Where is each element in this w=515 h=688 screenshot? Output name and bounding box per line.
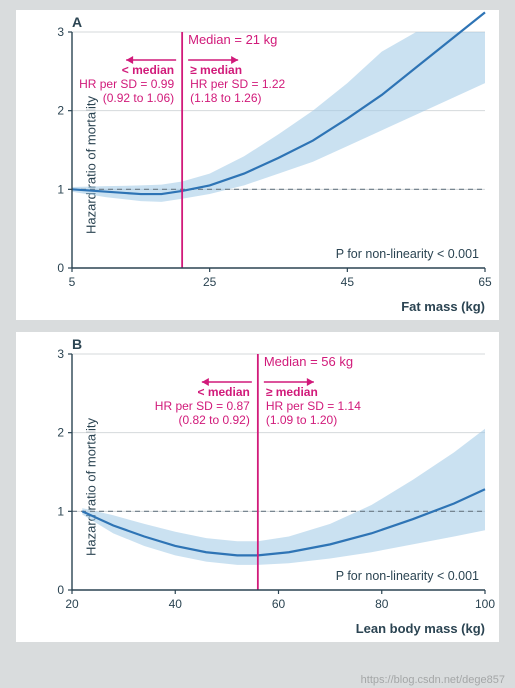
svg-text:P for non-linearity < 0.001: P for non-linearity < 0.001 [336,569,479,583]
svg-text:2: 2 [57,104,64,118]
svg-text:60: 60 [272,597,286,611]
svg-text:45: 45 [341,275,355,289]
svg-text:HR per SD = 1.14: HR per SD = 1.14 [266,399,361,413]
svg-text:3: 3 [57,347,64,361]
svg-text:< median: < median [197,385,249,399]
svg-text:25: 25 [203,275,217,289]
chart-svg-a: Median = 21 kg < medianHR per SD = 0.99(0… [72,32,485,268]
xlabel-b: Lean body mass (kg) [356,621,485,636]
svg-text:0: 0 [57,583,64,597]
svg-text:< median: < median [122,63,174,77]
figure-container: A Hazard ratio of mortality Median = 21 … [0,0,515,688]
chart-svg-b: Median = 56 kg < medianHR per SD = 0.87(0… [72,354,485,590]
svg-text:Median = 21 kg: Median = 21 kg [188,32,277,47]
plot-area-b: Median = 56 kg < medianHR per SD = 0.87(0… [72,354,485,590]
svg-text:Median = 56 kg: Median = 56 kg [264,354,353,369]
svg-text:HR per SD = 0.99: HR per SD = 0.99 [79,77,174,91]
svg-text:(0.92 to 1.06): (0.92 to 1.06) [103,91,174,105]
svg-text:5: 5 [69,275,76,289]
svg-text:≥ median: ≥ median [190,63,242,77]
xlabel-a: Fat mass (kg) [401,299,485,314]
svg-text:1: 1 [57,504,64,518]
svg-text:(1.18 to 1.26): (1.18 to 1.26) [190,91,261,105]
svg-text:80: 80 [375,597,389,611]
panel-b: B Hazard ratio of mortality Median = 56 … [16,332,499,642]
panel-letter-b: B [72,336,82,352]
svg-text:≥ median: ≥ median [266,385,318,399]
svg-text:HR per SD = 0.87: HR per SD = 0.87 [155,399,250,413]
svg-text:20: 20 [65,597,79,611]
svg-text:(1.09 to 1.20): (1.09 to 1.20) [266,413,337,427]
panel-letter-a: A [72,14,82,30]
svg-text:40: 40 [169,597,183,611]
plot-area-a: Median = 21 kg < medianHR per SD = 0.99(0… [72,32,485,268]
svg-text:(0.82 to 0.92): (0.82 to 0.92) [178,413,249,427]
svg-text:65: 65 [478,275,492,289]
watermark: https://blog.csdn.net/dege857 [361,674,505,686]
svg-text:P for non-linearity < 0.001: P for non-linearity < 0.001 [336,247,479,261]
svg-text:3: 3 [57,25,64,39]
svg-text:100: 100 [475,597,495,611]
panel-a: A Hazard ratio of mortality Median = 21 … [16,10,499,320]
svg-text:2: 2 [57,426,64,440]
svg-text:HR per SD = 1.22: HR per SD = 1.22 [190,77,285,91]
svg-text:0: 0 [57,261,64,275]
svg-text:1: 1 [57,182,64,196]
